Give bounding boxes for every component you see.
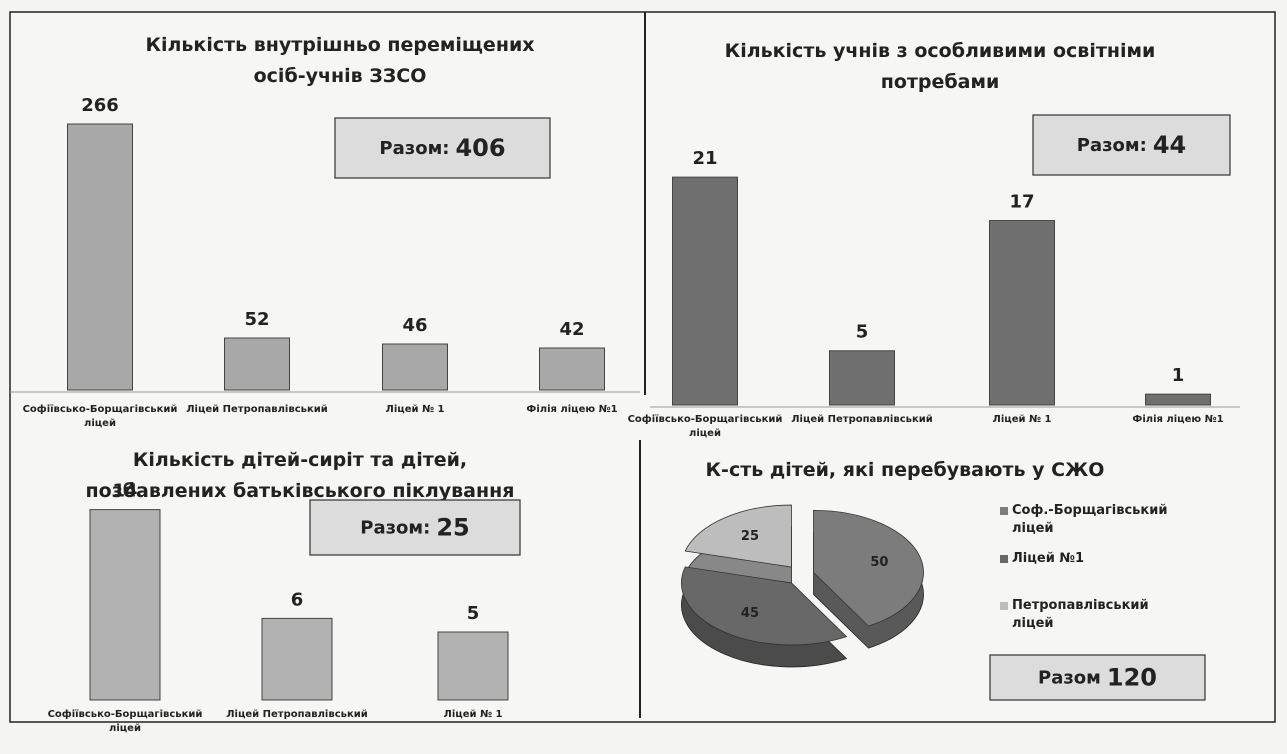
legend-swatch [1000,507,1008,515]
total-value: 44 [1153,131,1186,159]
chart-title: К-сть дітей, які перебувають у СЖО [705,459,1105,481]
bar [382,343,448,391]
chart-title: Кількість внутрішньо переміщених осіб-уч… [145,34,535,87]
data-label: 45 [741,606,759,621]
x-tick-label-box: Філія ліцею №1 [526,404,618,415]
total: Разом: 25 [360,514,469,542]
x-tick-label-box: Ліцей Петропавлівський [186,404,328,415]
x-tick-label-box: Філія ліцею №1 [1132,414,1224,425]
total-label: Разом: [1077,135,1147,156]
data-label: 5 [856,322,869,343]
data-label: 266 [81,95,119,116]
legend-label: Соф.-Борщагівський ліцей [1012,503,1168,536]
total-label: Разом: [360,518,430,539]
legend-swatch [1000,602,1008,610]
chart-title-box: Кількість дітей-сиріт та дітей, позбавле… [85,449,515,502]
legend-label: Петропавлівський ліцей [1012,598,1149,631]
data-label: 1 [1172,365,1185,386]
pie-slice [813,510,924,627]
total-box [309,499,521,556]
bar [672,176,738,406]
total-box [334,117,551,179]
data-label: 42 [559,319,584,340]
pie-slice [684,504,792,568]
bar [829,350,895,406]
total: Разом: 406 [379,134,505,162]
legend-label-box: Петропавлівський ліцей [1012,598,1149,631]
chart-title-box: К-сть дітей, які перебувають у СЖО [705,459,1105,481]
data-label: 25 [741,529,759,544]
total: Разом 120 [1038,664,1157,692]
bar [1145,393,1211,406]
x-tick-label-box: Ліцей № 1 [443,709,503,720]
data-label: 14 [112,481,137,502]
x-tick-label: Софіївсько-Борщагівський ліцей [627,414,783,439]
x-tick-label: Ліцей № 1 [443,709,503,720]
legend-label: Ліцей №1 [1012,551,1085,566]
total: Разом: 44 [1077,131,1186,159]
chart-title-box: Кількість внутрішньо переміщених осіб-уч… [145,34,535,87]
bar [67,123,133,391]
x-tick-label-box: Ліцей № 1 [385,404,445,415]
data-label: 21 [692,148,717,169]
bar [89,509,161,701]
legend-swatch [1000,555,1008,563]
bar [539,347,605,391]
x-tick-label-box: Софіївсько-Борщагівський ліцей [47,709,203,734]
x-tick-label: Софіївсько-Борщагівський ліцей [47,709,203,734]
total-value: 25 [436,514,469,542]
x-tick-label: Ліцей № 1 [385,404,445,415]
data-label: 17 [1009,192,1034,213]
chart-title: Кількість дітей-сиріт та дітей, позбавле… [85,449,515,502]
x-tick-label: Філія ліцею №1 [1132,414,1224,425]
total-label: Разом [1038,668,1101,689]
data-label: 5 [467,603,480,624]
x-tick-label-box: Ліцей Петропавлівський [226,709,368,720]
data-label: 46 [402,315,427,336]
total-value: 120 [1107,664,1157,692]
total-value: 406 [455,134,505,162]
x-tick-label-box: Софіївсько-Борщагівський ліцей [627,414,783,439]
x-tick-label-box: Софіївсько-Борщагівський ліцей [22,404,178,429]
chart-title-box: Кількість учнів з особливими освітніми п… [724,40,1156,93]
chart-title: Кількість учнів з особливими освітніми п… [724,40,1156,93]
x-tick-label-box: Ліцей Петропавлівський [791,414,933,425]
data-label: 50 [870,555,888,570]
data-label: 6 [291,589,304,610]
total-label: Разом: [379,138,449,159]
x-tick-label: Філія ліцею №1 [526,404,618,415]
x-tick-label: Ліцей Петропавлівський [186,404,328,415]
total-box [989,654,1206,701]
x-tick-label: Ліцей № 1 [992,414,1052,425]
total-box [1032,114,1231,176]
x-tick-label-box: Ліцей № 1 [992,414,1052,425]
legend-label-box: Соф.-Борщагівський ліцей [1012,503,1168,536]
legend-label-box: Ліцей №1 [1012,551,1085,566]
x-tick-label: Софіївсько-Борщагівський ліцей [22,404,178,429]
pie-slice [681,566,848,646]
bar [261,617,333,701]
bar [224,337,290,391]
bar [437,631,509,701]
x-tick-label: Ліцей Петропавлівський [226,709,368,720]
x-tick-label: Ліцей Петропавлівський [791,414,933,425]
data-label: 52 [244,309,269,330]
bar [989,220,1055,406]
